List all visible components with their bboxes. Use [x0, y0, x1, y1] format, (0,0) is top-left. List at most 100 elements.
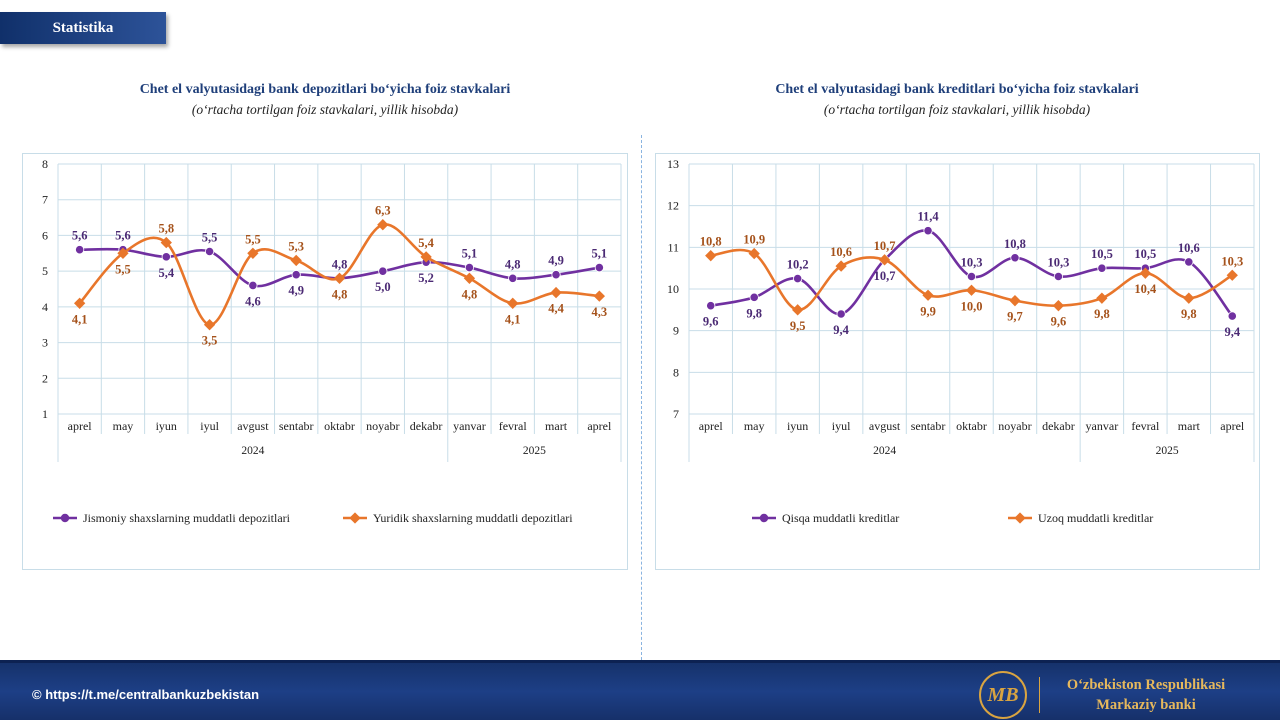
- x-tick-label: noyabr: [998, 419, 1031, 433]
- legend-label: Uzoq muddatli kreditlar: [1038, 511, 1153, 525]
- y-tick-label: 10: [667, 282, 679, 296]
- right-chart-title: Chet el valyutasidagi bank kreditlari bo…: [775, 82, 1139, 97]
- y-tick-label: 6: [42, 228, 48, 242]
- y-tick-label: 3: [42, 336, 48, 350]
- year-label: 2024: [873, 445, 896, 457]
- data-label: 10,0: [961, 299, 983, 313]
- series-point: [508, 273, 518, 283]
- x-tick-label: aprel: [699, 419, 724, 433]
- data-label: 10,3: [1047, 256, 1069, 270]
- x-tick-label: iyun: [787, 419, 808, 433]
- data-label: 11,4: [917, 210, 939, 224]
- data-label: 9,4: [1224, 325, 1240, 339]
- series-point: [1096, 292, 1108, 304]
- data-label: 10,5: [1134, 247, 1156, 261]
- series-point: [705, 250, 717, 262]
- panel-divider: [641, 135, 642, 660]
- deposit-rates-chart-svg: 1 2 3 4 5 6 7 8 aprel may iyun iyul avgust sentabr okt…: [42, 157, 622, 525]
- y-tick-label: 7: [42, 193, 48, 207]
- y-tick-label: 4: [42, 300, 48, 314]
- data-label: 10,8: [1004, 237, 1026, 251]
- series-point: [203, 319, 216, 331]
- x-tick-label: fevral: [499, 419, 528, 433]
- data-label: 4,8: [505, 257, 521, 271]
- series-point: [593, 290, 606, 302]
- legend-marker: [60, 513, 70, 523]
- x-tick-label: aprel: [1220, 419, 1245, 433]
- x-tick-label: oktabr: [956, 419, 987, 433]
- series-point: [1009, 295, 1021, 307]
- data-label: 4,1: [72, 312, 88, 326]
- year-label: 2024: [241, 445, 264, 457]
- right-chart-subtitle: (o‘rtacha tortilgan foiz stavkalari, yil…: [823, 102, 1091, 117]
- series-point: [507, 297, 519, 309]
- data-label: 9,8: [1094, 307, 1110, 321]
- series-point: [965, 284, 978, 296]
- data-label: 5,1: [462, 247, 478, 261]
- data-label: 5,1: [592, 247, 608, 261]
- data-label: 5,6: [72, 229, 88, 243]
- x-tick-label: oktabr: [324, 419, 355, 433]
- y-tick-label: 13: [667, 157, 679, 171]
- y-tick-label: 8: [673, 365, 679, 379]
- x-tick-label: sentabr: [279, 419, 314, 433]
- data-label: 10,3: [1221, 254, 1243, 268]
- data-label: 9,6: [1051, 315, 1067, 329]
- data-label: 9,8: [1181, 307, 1197, 321]
- bank-name-line2: Markaziy banki: [1096, 697, 1196, 713]
- data-label: 5,6: [115, 229, 131, 243]
- x-tick-label: dekabr: [410, 419, 443, 433]
- series-point: [377, 219, 389, 231]
- series-point: [1053, 271, 1064, 282]
- series-point: [923, 226, 933, 236]
- loan-rates-chart-svg: 7 8 9 10 11 12 13 aprel may iyun iyul avgust sentabr…: [667, 157, 1255, 525]
- y-tick-label: 7: [673, 407, 679, 421]
- bank-logo-icon: MB: [979, 671, 1027, 719]
- data-label: 9,7: [1007, 310, 1023, 324]
- y-tick-label: 8: [42, 157, 48, 171]
- data-label: 4,9: [548, 254, 564, 268]
- bank-name: O‘zbekiston Respublikasi Markaziy banki: [1046, 675, 1246, 715]
- x-tick-label: avgust: [237, 419, 269, 433]
- data-label: 10,8: [700, 235, 722, 249]
- data-label: 5,5: [115, 262, 131, 276]
- legend-marker: [349, 512, 361, 524]
- series-point: [247, 247, 259, 259]
- x-tick-label: mart: [545, 419, 568, 433]
- x-tick-label: yanvar: [453, 419, 486, 433]
- series-point: [1010, 253, 1020, 263]
- data-label: 5,2: [418, 271, 434, 285]
- data-label: 9,6: [703, 315, 719, 329]
- deposit-rates-chart: 1 2 3 4 5 6 7 8 aprel may iyun iyul avgust sentabr okt…: [22, 153, 628, 570]
- legend-label: Jismoniy shaxslarning muddatli depozitla…: [83, 511, 291, 525]
- data-label: 4,8: [462, 287, 478, 301]
- data-label: 10,7: [874, 269, 896, 283]
- x-tick-label: iyul: [832, 419, 851, 433]
- series-point: [1097, 263, 1107, 273]
- year-label: 2025: [1156, 445, 1179, 457]
- data-label: 9,9: [920, 304, 936, 318]
- y-tick-label: 11: [667, 240, 679, 254]
- series-point: [550, 286, 562, 299]
- data-label: 10,6: [1178, 241, 1200, 255]
- series-point: [594, 262, 604, 273]
- x-tick-label: avgust: [869, 419, 901, 433]
- data-label: 6,3: [375, 204, 391, 218]
- data-label: 10,4: [1134, 282, 1157, 296]
- telegram-link[interactable]: © https://t.me/centralbankuzbekistan: [32, 687, 260, 702]
- x-tick-label: fevral: [1131, 419, 1160, 433]
- series-point: [791, 304, 804, 316]
- data-label: 3,5: [202, 334, 218, 348]
- bank-name-line1: O‘zbekiston Respublikasi: [1066, 677, 1226, 693]
- logo-separator: [1039, 677, 1040, 713]
- y-tick-label: 5: [42, 264, 48, 278]
- series-point: [749, 292, 759, 302]
- series-point: [378, 266, 388, 276]
- data-label: 10,6: [830, 245, 852, 259]
- series-point: [1227, 311, 1237, 321]
- x-tick-label: noyabr: [366, 419, 399, 433]
- series-point: [204, 246, 215, 257]
- x-tick-label: iyun: [156, 419, 177, 433]
- data-label: 10,5: [1091, 247, 1113, 261]
- data-label: 9,8: [746, 306, 762, 320]
